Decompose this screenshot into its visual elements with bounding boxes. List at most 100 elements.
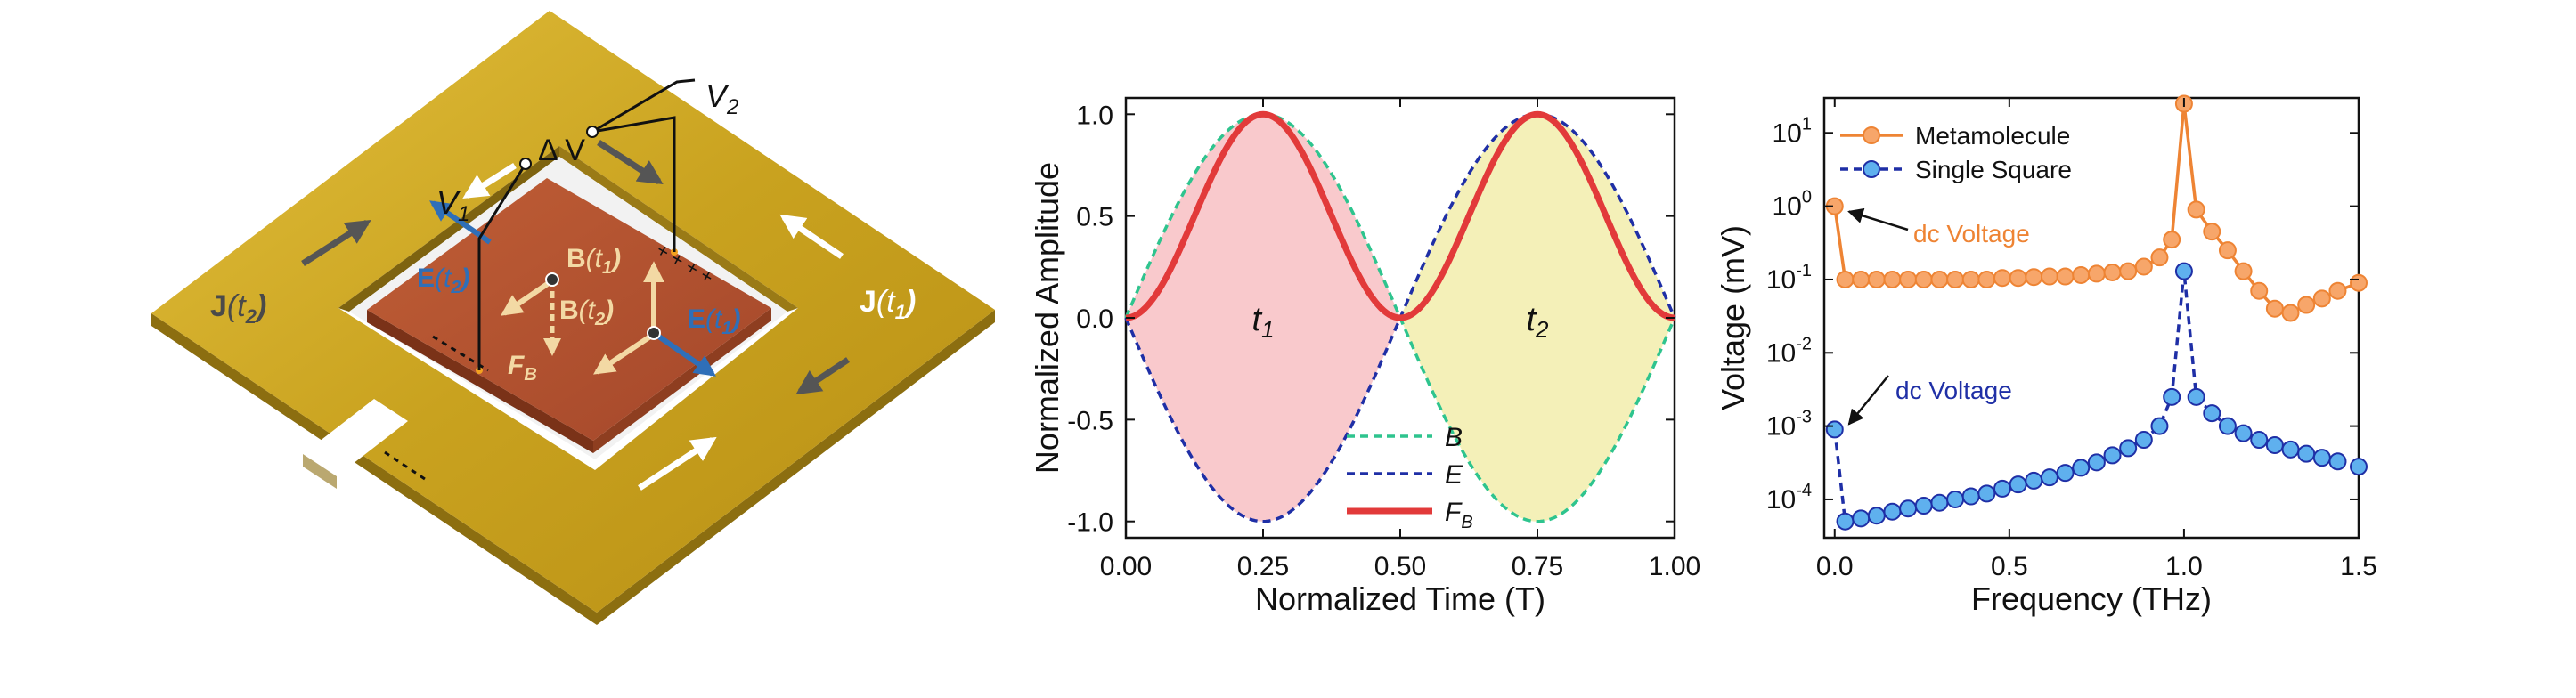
data-point [2203, 223, 2221, 241]
data-point [1993, 269, 2011, 288]
data-point [2350, 458, 2368, 476]
data-point [2134, 431, 2153, 450]
legend-marker [1863, 126, 1880, 144]
probe-wire-v2 [591, 116, 676, 252]
data-point [2265, 299, 2284, 318]
data-point [2087, 264, 2106, 283]
x-tick-label: 0.75 [1512, 552, 1563, 581]
legend-label: Single Square [1915, 156, 2072, 183]
data-point [2072, 265, 2091, 284]
legend: Metamolecule Single Square [1840, 122, 2072, 183]
minus-charges-2 [384, 450, 428, 483]
data-point [2297, 296, 2316, 314]
data-point [2009, 475, 2027, 494]
y-tick-label: -1.0 [1067, 508, 1113, 538]
voltage-chart: 0.0 0.5 1.0 1.5 10-4 10-3 10-2 10-1 100 101 Frequ… [1715, 94, 2377, 617]
data-point [2103, 446, 2122, 465]
b-arrow-2 [593, 334, 652, 375]
data-point [2134, 257, 2153, 276]
probe-v2-lead [591, 78, 696, 134]
data-point [2203, 404, 2221, 423]
data-point [2218, 241, 2237, 260]
label-e-t1: E(t1) [688, 304, 740, 338]
data-point [2040, 468, 2058, 487]
data-point [2187, 200, 2205, 219]
metamolecule-schematic: + + + + V1 V2 Δ V J(t2) J(t1) E(t2) E(t1… [151, 11, 995, 625]
current-arrow-bottom-right [638, 436, 717, 491]
y-tick-label: 10-4 [1766, 481, 1812, 515]
data-point [2297, 444, 2316, 463]
data-point [2072, 459, 2091, 477]
e-t1-arrow [652, 330, 716, 377]
data-point [1977, 270, 1996, 288]
data-point [1852, 270, 1871, 288]
data-point [2328, 452, 2347, 471]
data-point [2025, 268, 2043, 287]
data-point [1883, 270, 1902, 288]
x-tick-label: 1.5 [2340, 552, 2377, 581]
data-point [2056, 267, 2075, 286]
charge-point-right [647, 326, 661, 340]
y-tick-label: 0.5 [1076, 203, 1113, 232]
label-b-t1: B(t1) [567, 244, 621, 278]
data-point [2163, 387, 2181, 406]
y-axis-title: Normalized Amplitude [1029, 162, 1065, 474]
substrate-top [367, 178, 771, 441]
data-point [2234, 262, 2253, 280]
data-point [1883, 502, 1902, 521]
data-point [2025, 471, 2043, 490]
x-axis-title: Frequency (THz) [1971, 580, 2212, 617]
data-point [1867, 270, 1886, 288]
x-tick-label: 1.0 [2165, 552, 2203, 581]
y-tick-label: -0.5 [1067, 406, 1113, 435]
y-tick-label: 10-3 [1766, 408, 1812, 442]
data-point [1914, 270, 1933, 288]
data-point [2150, 248, 2169, 267]
ring-inner-wall [338, 146, 559, 312]
current-arrow-right-bottom [795, 357, 850, 395]
legend-label-e: E [1445, 460, 1463, 490]
data-point [2103, 263, 2122, 281]
plot-frame [1822, 96, 2360, 540]
x-axis-title: Normalized Time (T) [1255, 580, 1545, 617]
data-point [1961, 270, 1980, 288]
label-v2: V2 [705, 77, 738, 119]
data-point [1867, 507, 1886, 525]
y-tick-label: 101 [1773, 114, 1813, 148]
label-fb: FB [508, 351, 537, 385]
x-tick-label: 0.0 [1816, 552, 1854, 581]
data-point [2174, 262, 2193, 280]
label-e-t2: E(t2) [417, 264, 469, 297]
x-tick-label: 0.50 [1374, 552, 1426, 581]
label-delta-v: Δ V [538, 134, 585, 167]
data-point [1946, 270, 1965, 288]
data-point [1852, 509, 1871, 528]
data-point [1993, 479, 2011, 498]
annotation-dc-voltage: dc Voltage [1913, 220, 2030, 248]
data-point [2281, 440, 2300, 459]
data-point [2163, 231, 2181, 249]
data-point [1930, 270, 1949, 288]
amplitude-chart: 0.00 0.25 0.50 0.75 1.00 -1.0 -0.5 0.0 0.5 1.0 No… [1029, 96, 1700, 617]
probe-terminal-right [586, 126, 599, 138]
ring-inner-wall-2 [559, 146, 798, 312]
annotation-dc-voltage: dc Voltage [1895, 377, 2012, 404]
data-point [2312, 449, 2331, 467]
legend: BE FB [1347, 423, 1473, 532]
data-point [2250, 431, 2269, 450]
data-point [2350, 273, 2368, 292]
label-j-t1: J(t1) [860, 285, 916, 323]
y-tick-label: 1.0 [1076, 101, 1113, 130]
data-point [2187, 387, 2205, 406]
data-point [2218, 417, 2237, 435]
x-tick-label: 1.00 [1649, 552, 1700, 581]
data-point [2087, 453, 2106, 472]
data-point [2119, 262, 2138, 280]
data-point [2009, 269, 2027, 288]
x-tick-label: 0.5 [1991, 552, 2028, 581]
data-point [2119, 439, 2138, 458]
x-tick-label: 0.25 [1237, 552, 1289, 581]
b-arrow-1 [501, 280, 550, 316]
ring-gap-side [303, 454, 337, 489]
